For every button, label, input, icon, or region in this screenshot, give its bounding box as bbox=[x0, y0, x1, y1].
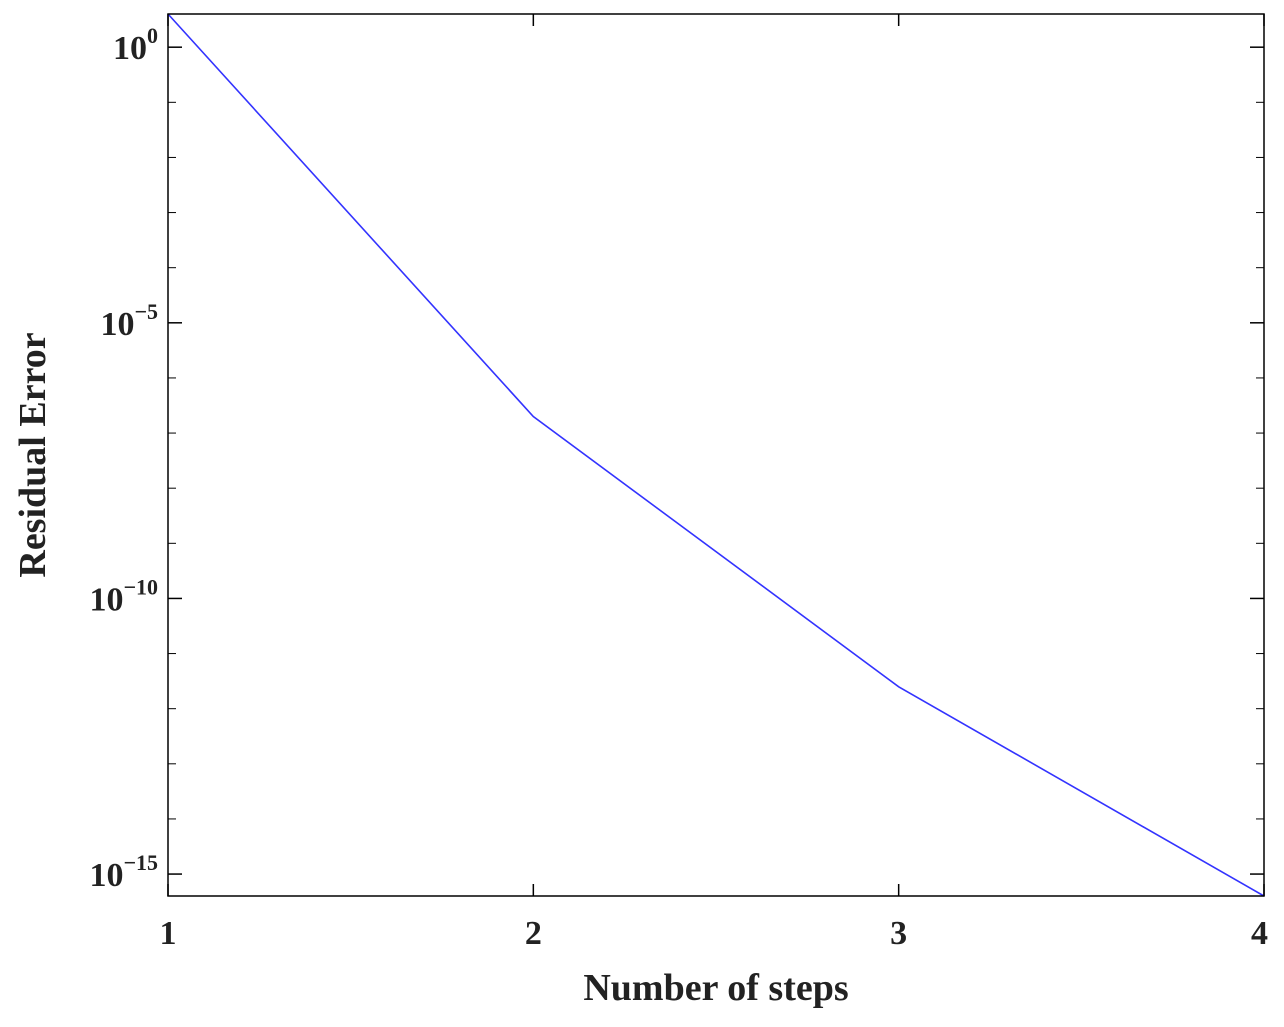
residual-error-line bbox=[167, 13, 1265, 897]
y-minor-ticks bbox=[168, 101, 1264, 820]
y-tick-label: 10−15 bbox=[89, 850, 158, 894]
x-tick-labels: 1 2 3 4 bbox=[160, 915, 1269, 952]
y-axis-label: Residual Error bbox=[12, 332, 54, 577]
y-tick-label: 10−5 bbox=[100, 299, 158, 343]
y-tick-labels: 100 10−5 10−10 10−15 bbox=[89, 23, 158, 894]
x-ticks bbox=[167, 14, 1265, 896]
y-tick-label: 100 bbox=[113, 23, 158, 67]
y-major-ticks bbox=[168, 46, 1264, 875]
series-layer bbox=[167, 13, 1265, 897]
x-tick-label: 3 bbox=[890, 915, 907, 952]
x-tick-label: 4 bbox=[1251, 915, 1268, 952]
x-tick-label: 2 bbox=[525, 915, 542, 952]
x-axis-label: Number of steps bbox=[583, 967, 848, 1009]
plot-frame bbox=[167, 13, 1265, 897]
x-tick-label: 1 bbox=[160, 915, 177, 952]
y-tick-label: 10−10 bbox=[89, 574, 158, 618]
